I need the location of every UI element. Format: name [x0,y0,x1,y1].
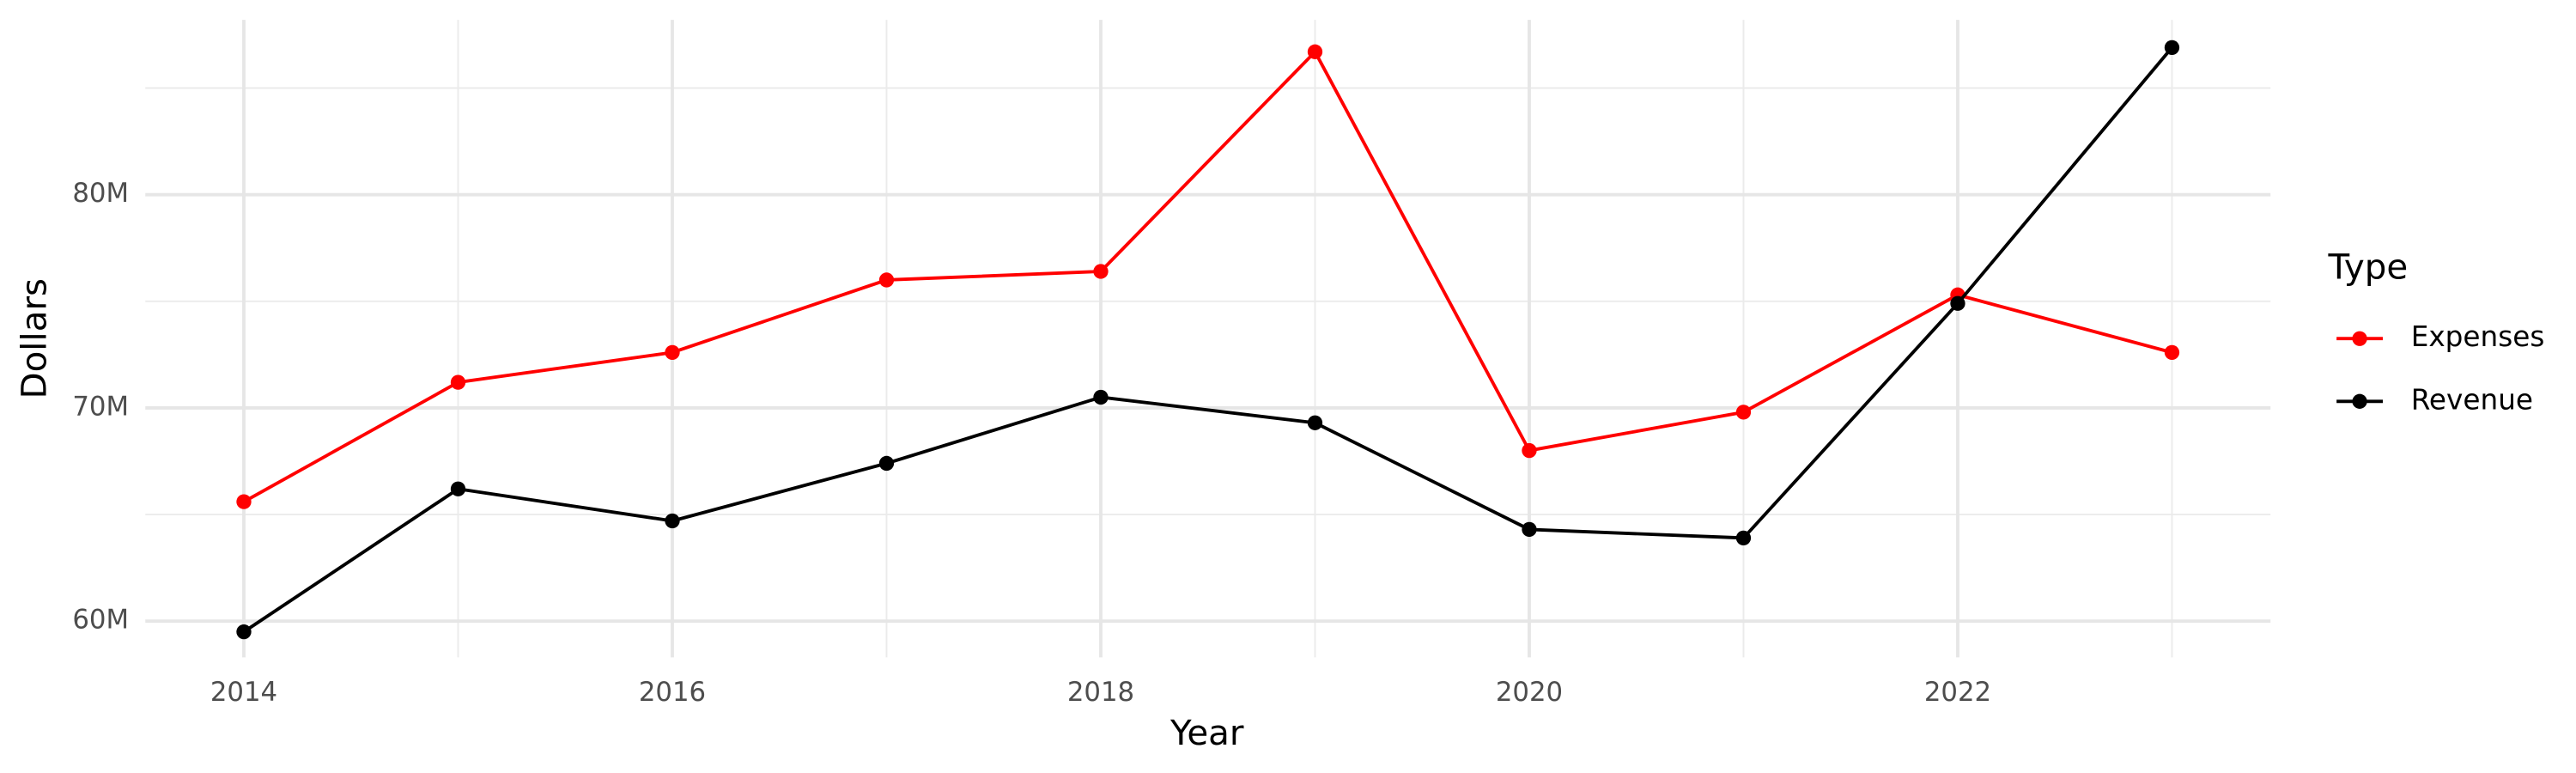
legend-point [2352,393,2367,409]
data-point [2164,40,2180,56]
data-point [1950,295,1965,311]
x-tick-label: 2016 [639,677,706,708]
legend-label: Revenue [2411,383,2533,416]
data-point [1735,405,1752,420]
y-axis-title: Dollars [14,278,54,399]
data-point [236,624,252,640]
data-point [1735,530,1752,546]
data-point [1093,264,1109,279]
x-tick-label: 2022 [1924,677,1991,708]
legend-title: Type [2328,247,2409,287]
grid [145,20,2271,658]
data-point [665,513,680,529]
y-tick-label: 70M [72,391,129,422]
x-axis-title: Year [1170,713,1244,753]
legend-label: Expenses [2411,320,2545,353]
data-point [450,481,466,496]
data-point [1522,442,1537,459]
series-line [243,49,2172,503]
x-tick-label: 2020 [1496,677,1563,708]
data-point [665,344,680,361]
data-point [1307,44,1323,59]
data-point [2164,344,2180,361]
y-tick-label: 80M [72,178,129,209]
data-point [236,494,252,509]
data-point [1093,389,1109,405]
y-tick-label: 60M [72,605,129,636]
data-point [450,374,466,390]
data-point [1307,415,1323,430]
data-point [878,455,895,472]
x-tick-label: 2018 [1067,677,1134,708]
x-tick-label: 2014 [210,677,277,708]
series-line [242,46,2173,634]
data-point [1522,521,1537,538]
legend-point [2352,331,2367,346]
data-point [878,272,895,288]
